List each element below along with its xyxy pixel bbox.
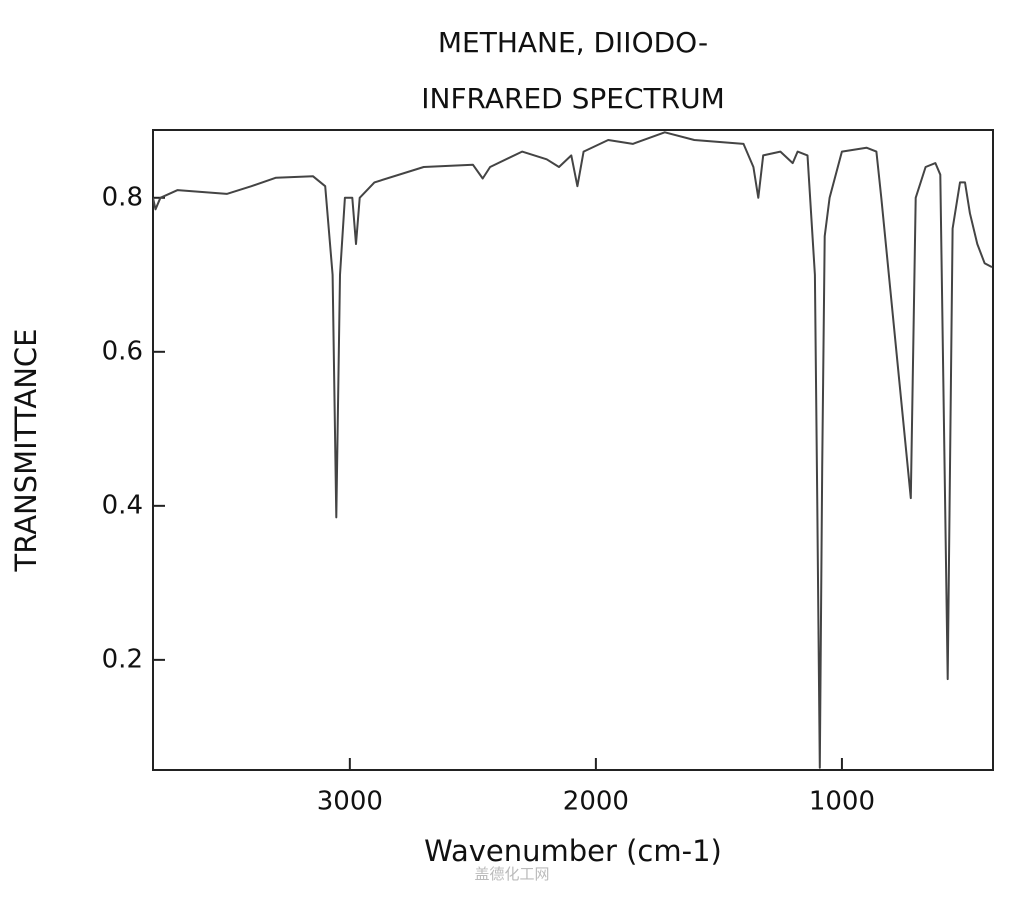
y-tick-label: 0.6 [102,336,143,366]
y-axis-label: TRANSMITTANCE [9,329,43,573]
x-tick-label: 2000 [563,787,629,817]
spectrum-line [153,131,993,769]
chart-subtitle: INFRARED SPECTRUM [421,82,725,115]
chart-title: METHANE, DIIODO- [438,26,708,59]
watermark: 盖德化工网 [474,865,549,883]
x-tick-label: 3000 [317,787,383,817]
plot-frame [152,129,994,771]
x-tick-label: 1000 [809,787,875,817]
y-tick-label: 0.2 [102,644,143,674]
y-tick-label: 0.4 [102,490,143,520]
x-axis-label: Wavenumber (cm-1) [424,834,722,868]
y-tick-label: 0.8 [102,182,143,212]
